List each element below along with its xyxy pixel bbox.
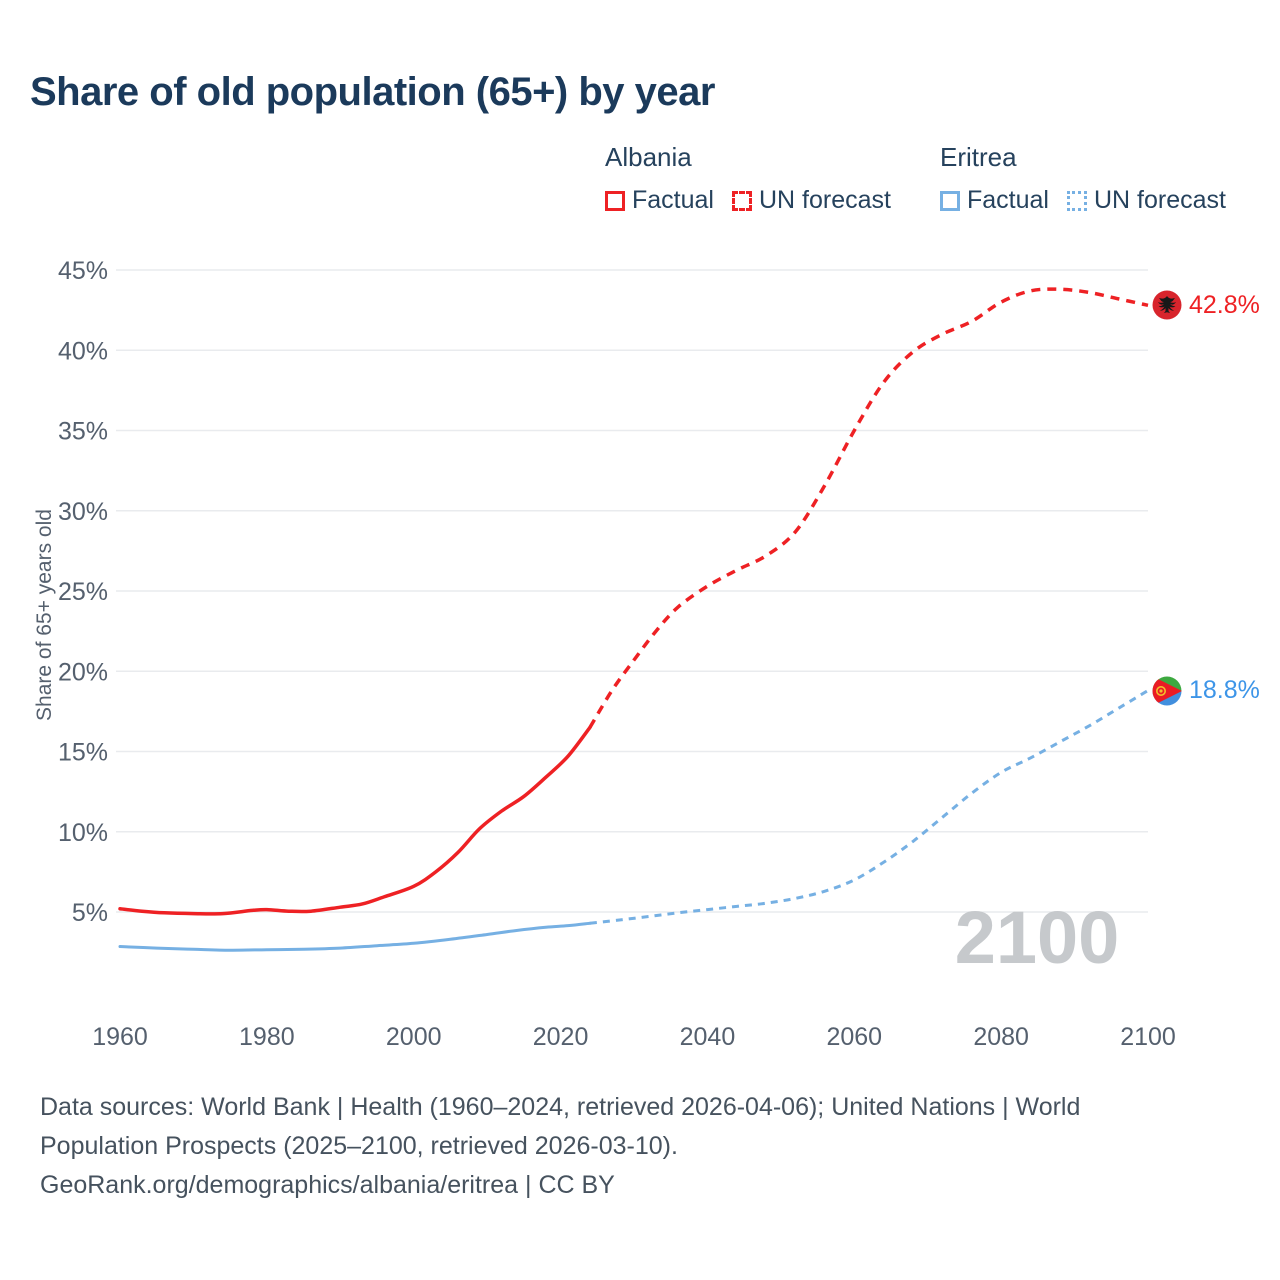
x-tick-label: 2000 — [386, 1023, 442, 1051]
y-tick-label: 5% — [72, 899, 108, 927]
y-tick-label: 40% — [58, 337, 108, 365]
legend-label: Factual — [632, 186, 714, 214]
x-tick-label: 2020 — [533, 1023, 589, 1051]
footer-line-1: Data sources: World Bank | Health (1960–… — [40, 1093, 1081, 1121]
legend-label: Factual — [967, 186, 1049, 214]
legend-items-albania: Factual UN forecast — [605, 186, 891, 215]
eritrea-end-label: 18.8% — [1152, 676, 1260, 706]
footer-line-3: GeoRank.org/demographics/albania/eritrea… — [40, 1171, 615, 1199]
y-tick-label: 25% — [58, 578, 108, 606]
legend-country-eritrea: Eritrea — [940, 142, 1017, 172]
x-tick-label: 2100 — [1120, 1023, 1176, 1051]
series-albania-factual — [118, 725, 592, 916]
footer-line-2: Population Prospects (2025–2100, retriev… — [40, 1132, 678, 1160]
albania-end-label: 42.8% — [1152, 290, 1260, 320]
x-tick-label: 2040 — [680, 1023, 736, 1051]
page-title: Share of old population (65+) by year — [30, 70, 715, 114]
legend-country-albania: Albania — [605, 142, 692, 172]
eritrea-flag-icon — [1152, 676, 1182, 705]
y-tick-label: 30% — [58, 498, 108, 526]
x-tick-label: 1960 — [92, 1023, 148, 1051]
x-tick-label: 2060 — [826, 1023, 882, 1051]
x-tick-label: 1980 — [239, 1023, 295, 1051]
legend-item-albania-forecast: UN forecast — [731, 186, 891, 215]
eritrea-forecast-swatch — [1066, 190, 1087, 211]
legend-item-eritrea-factual: Factual — [940, 186, 1049, 215]
albania-factual-swatch — [605, 190, 625, 211]
y-tick-label: 20% — [58, 658, 108, 686]
series-albania-forecast — [588, 287, 1149, 729]
albania-end-value: 42.8% — [1189, 290, 1260, 319]
y-tick-label: 35% — [58, 418, 108, 446]
eritrea-factual-swatch — [940, 190, 960, 211]
legend-group-eritrea: Eritrea Factual UN forecast — [940, 142, 1226, 215]
eritrea-end-value: 18.8% — [1189, 676, 1260, 704]
albania-flag-icon — [1152, 290, 1182, 320]
albania-forecast-swatch — [731, 190, 752, 211]
watermark-year: 2100 — [955, 896, 1120, 979]
series-eritrea-factual — [118, 921, 592, 952]
y-tick-label: 45% — [58, 257, 108, 285]
legend-label: UN forecast — [758, 186, 891, 214]
legend-group-albania: Albania Factual UN forecast — [605, 142, 891, 215]
legend-label: UN forecast — [1093, 186, 1226, 214]
x-tick-label: 2080 — [973, 1023, 1029, 1051]
y-tick-label: 15% — [58, 739, 108, 767]
legend-item-eritrea-forecast: UN forecast — [1066, 186, 1226, 215]
legend-items-eritrea: Factual UN forecast — [940, 186, 1226, 215]
legend-item-albania-factual: Factual — [605, 186, 714, 215]
series-eritrea-forecast — [589, 689, 1149, 925]
footer: Data sources: World Bank | Health (1960–… — [40, 1088, 1080, 1205]
y-tick-label: 10% — [58, 819, 108, 847]
